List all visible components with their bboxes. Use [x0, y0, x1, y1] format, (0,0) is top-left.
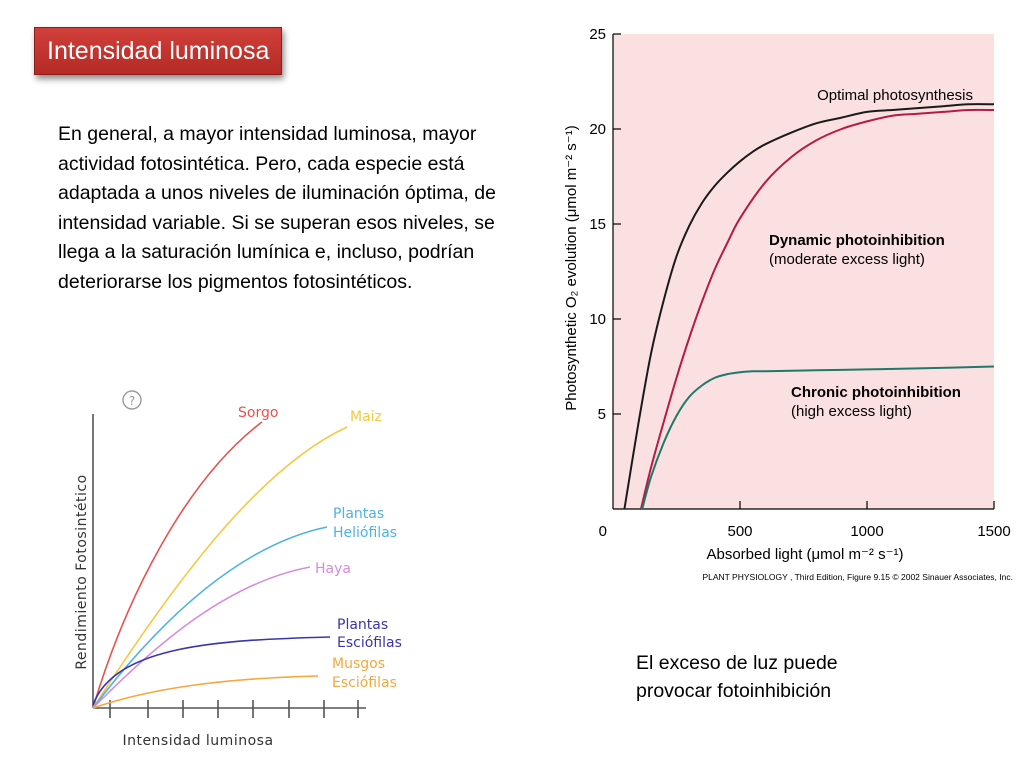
curve-sorgo: [92, 421, 263, 709]
caption-line-2: provocar fotoinhibición: [636, 680, 832, 702]
y-tick-label: 20: [589, 121, 606, 138]
label-chronic-photoinhibition: Chronic photoinhibition (high excess lig…: [791, 384, 965, 420]
series-optimal-line: [623, 103, 995, 510]
y-tick-label: 10: [589, 311, 606, 328]
curve-musgos: [92, 675, 319, 709]
right-axis-tick-labels: 5 10 15 20 25 0 500 1000 1500: [589, 26, 1010, 540]
x-tick-label: 1000: [850, 523, 883, 540]
label-optimal-photosynthesis: Optimal photosynthesis: [817, 87, 973, 104]
legend-haya: Haya: [315, 561, 351, 577]
y-tick-label: 25: [589, 26, 606, 43]
left-y-axis-label: Rendimiento Fotosintético: [74, 474, 90, 669]
curve-maiz: [92, 426, 348, 709]
right-series-lines: [623, 103, 995, 510]
question-mark-glyph: ?: [129, 394, 135, 408]
x-tick-label: 1500: [977, 523, 1010, 540]
curve-heliofilas: [92, 526, 328, 709]
slide-title: Intensidad luminosa: [34, 27, 283, 75]
question-mark-icon: [122, 390, 142, 410]
y-tick-label: 15: [589, 216, 606, 233]
right-y-axis-label: Photosynthetic O₂ evolution (μmol m⁻² s⁻…: [563, 125, 580, 410]
legend-maiz: Maiz: [350, 409, 382, 425]
figure-source-credit: PLANT PHYSIOLOGY , Third Edition, Figure…: [702, 572, 1013, 582]
y-tick-label: 5: [598, 406, 606, 423]
series-chronic-line: [641, 365, 995, 510]
legend-heliofilas: Plantas Heliófilas: [333, 506, 397, 541]
curve-esciofilas: [92, 636, 331, 706]
x-tick-label: 0: [599, 523, 607, 540]
legend-sorgo: Sorgo: [238, 405, 278, 421]
label-dynamic-photoinhibition: Dynamic photoinhibition (moderate excess…: [769, 232, 949, 268]
legend-esciofilas: Plantas Esciófilas: [337, 617, 402, 651]
legend-musgos: Musgos Esciófilas: [332, 656, 397, 691]
right-axis-ticks: [613, 33, 995, 509]
left-x-axis-label: Intensidad luminosa: [122, 733, 273, 749]
right-x-axis-label: Absorbed light (μmol m⁻² s⁻¹): [706, 546, 903, 563]
caption-line-1: El exceso de luz puede: [636, 652, 838, 674]
curve-haya: [92, 566, 311, 709]
plot-background: [613, 34, 994, 509]
slide-paragraph: En general, a mayor intensidad luminosa,…: [58, 123, 496, 293]
series-dynamic-line: [639, 108, 995, 510]
fotoinhibicion-caption: El exceso de luz puede provocar fotoinhi…: [636, 649, 838, 705]
x-tick-label: 500: [727, 523, 752, 540]
